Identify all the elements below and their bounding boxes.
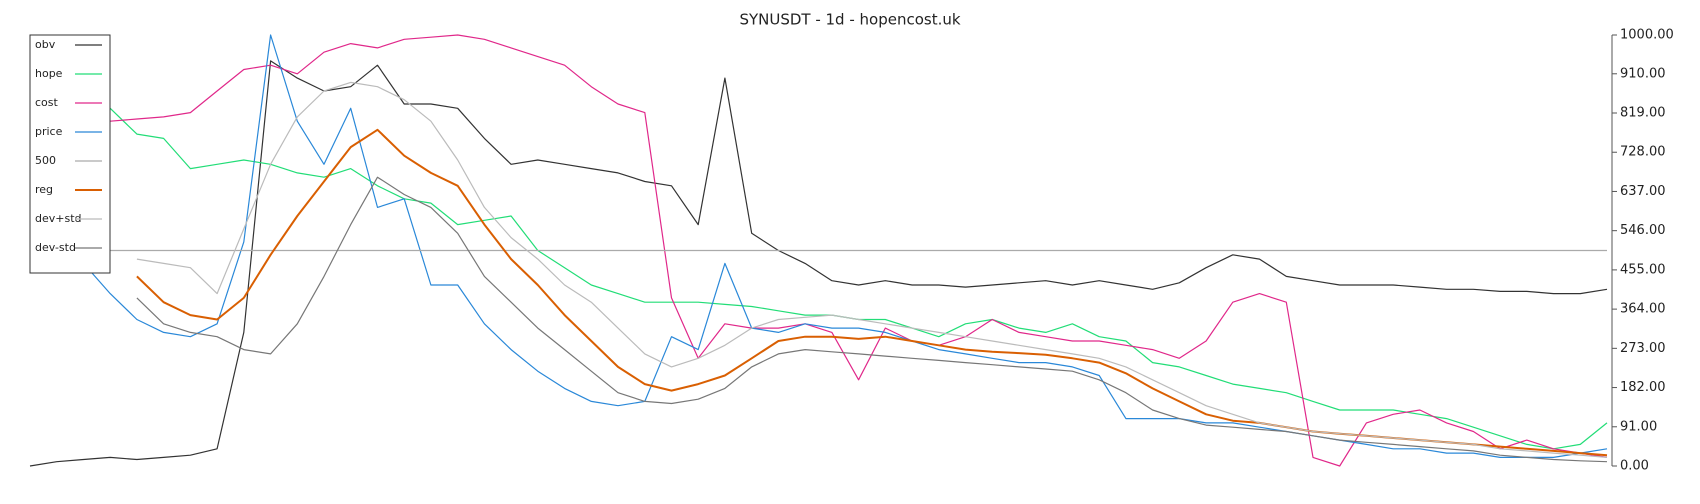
legend-label: reg xyxy=(35,183,53,196)
series-line xyxy=(29,60,1608,467)
legend-label: hope xyxy=(35,67,63,80)
y-tick-label: 455.00 xyxy=(1620,262,1666,277)
series-line xyxy=(109,107,1608,450)
series-line xyxy=(136,128,1608,457)
y-tick-label: 0.00 xyxy=(1620,459,1649,474)
legend-box xyxy=(29,34,111,274)
series-line xyxy=(136,176,1608,463)
series-line xyxy=(136,81,1608,458)
chart-title: SYNUSDT - 1d - hopencost.uk xyxy=(739,11,960,29)
legend-label: obv xyxy=(35,38,56,51)
legend-label: dev-std xyxy=(35,241,76,254)
legend-label: dev+std xyxy=(35,212,82,225)
y-tick-label: 910.00 xyxy=(1620,66,1666,81)
y-tick-label: 819.00 xyxy=(1620,106,1666,121)
y-tick-label: 91.00 xyxy=(1620,419,1657,434)
legend-label: cost xyxy=(35,96,59,109)
y-tick-label: 364.00 xyxy=(1620,302,1666,317)
legend-label: price xyxy=(35,125,63,138)
y-tick-label: 182.00 xyxy=(1620,380,1666,395)
legend-label: 500 xyxy=(35,154,56,167)
y-tick-label: 637.00 xyxy=(1620,184,1666,199)
y-tick-label: 1000.00 xyxy=(1620,28,1674,43)
y-tick-label: 728.00 xyxy=(1620,145,1666,160)
y-tick-label: 546.00 xyxy=(1620,223,1666,238)
series-line xyxy=(29,34,1608,467)
y-tick-label: 273.00 xyxy=(1620,341,1666,356)
legend: obv hope cost price 500 reg dev+std dev-std xyxy=(29,34,111,274)
